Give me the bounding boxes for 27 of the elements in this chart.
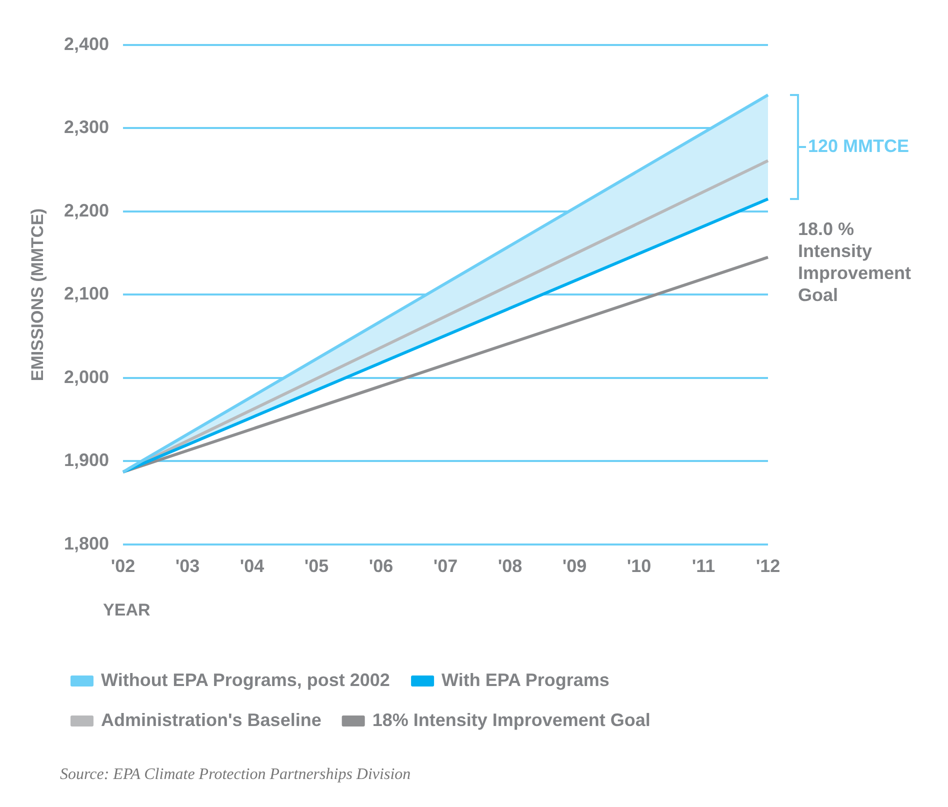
x-tick-label: '09: [562, 556, 587, 576]
x-tick-label: '10: [626, 556, 652, 576]
legend-label: Without EPA Programs, post 2002: [101, 670, 390, 690]
x-tick-label: '06: [368, 556, 394, 576]
x-axis-title: YEAR: [103, 600, 150, 620]
y-tick-label: 2,100: [64, 284, 110, 304]
x-tick-label: '02: [110, 556, 136, 576]
source-note: Source: EPA Climate Protection Partnerships Division: [60, 766, 411, 784]
text: 120 MMTCE: [808, 136, 910, 156]
x-tick-label: '03: [175, 556, 200, 576]
y-tick-label: 1,800: [64, 533, 110, 554]
x-tick-label: '04: [240, 556, 264, 576]
y-tick-label: 1,900: [64, 450, 110, 470]
y-tick-label: 2,000: [64, 366, 110, 387]
x-tick-label: '11: [692, 556, 716, 576]
y-axis-title: EMISSIONS (MMTCE): [28, 208, 48, 382]
x-tick-label: '12: [756, 556, 780, 576]
y-tick-label: 2,300: [64, 117, 110, 138]
y-tick-label: 2,400: [64, 34, 110, 54]
legend-label: 18% Intensity Improvement Goal: [372, 710, 650, 730]
y-tick-label: 2,200: [64, 200, 110, 220]
text: 18.0 % Intensity Improvement Goal: [798, 219, 912, 306]
x-tick-label: '08: [498, 556, 522, 576]
x-tick-label: '05: [304, 556, 329, 576]
legend-label: With EPA Programs: [442, 670, 610, 690]
x-tick-label: '07: [433, 556, 458, 576]
legend-label: Administration's Baseline: [101, 710, 322, 730]
